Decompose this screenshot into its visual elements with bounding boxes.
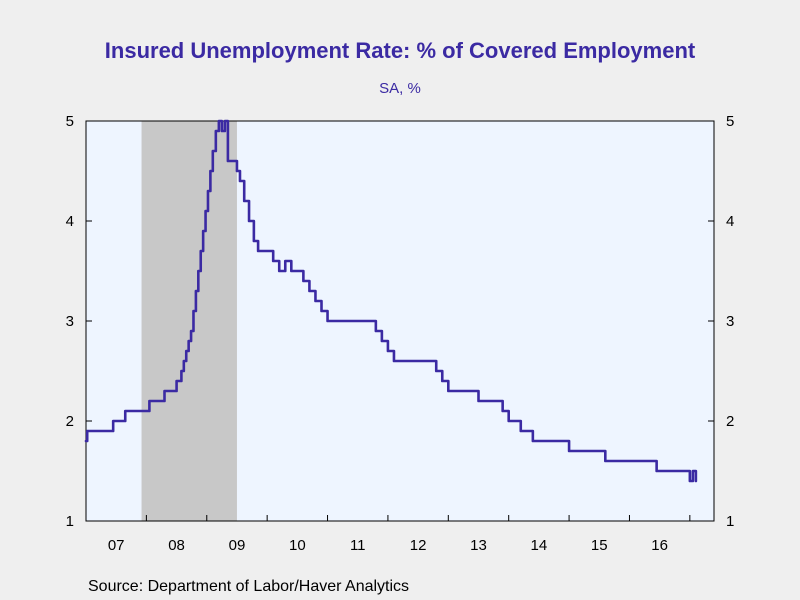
y-tick-label-left: 2 — [66, 413, 74, 430]
x-tick-label: 12 — [410, 537, 427, 554]
y-tick-label-right: 2 — [726, 413, 734, 430]
chart-subtitle: SA, % — [379, 80, 421, 97]
x-tick-label: 09 — [229, 537, 246, 554]
y-tick-label-left: 4 — [66, 213, 74, 230]
x-tick-label: 11 — [350, 537, 366, 554]
x-tick-label: 10 — [289, 537, 306, 554]
series-line-0 — [84, 119, 698, 483]
chart-title: Insured Unemployment Rate: % of Covered … — [104, 38, 696, 63]
y-tick-label-left: 1 — [66, 513, 74, 530]
x-tick-label: 08 — [168, 537, 185, 554]
y-tick-label-right: 4 — [726, 213, 734, 230]
x-tick-label: 16 — [651, 537, 668, 554]
y-tick-label-right: 3 — [726, 313, 734, 330]
x-tick-label: 15 — [591, 537, 608, 554]
y-tick-label-right: 5 — [726, 113, 734, 130]
y-tick-label-left: 3 — [66, 313, 74, 330]
source-note: Source: Department of Labor/Haver Analyt… — [88, 578, 410, 595]
x-tick-label: 07 — [108, 537, 125, 554]
recession-shading — [141, 121, 237, 521]
y-tick-label-right: 1 — [726, 513, 734, 530]
y-tick-label-left: 5 — [66, 113, 74, 130]
x-tick-label: 14 — [531, 537, 548, 554]
x-tick-label: 13 — [470, 537, 487, 554]
